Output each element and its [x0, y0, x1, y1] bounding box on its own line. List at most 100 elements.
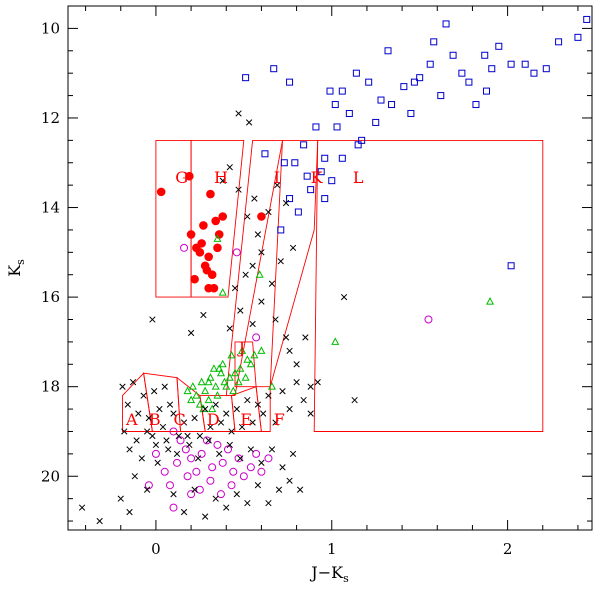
point-triangle-1 [255, 270, 264, 278]
point-square-5 [442, 20, 450, 28]
point-cross-106 [351, 396, 358, 404]
region-label-g: G [175, 168, 188, 187]
point-square-26 [338, 154, 346, 162]
point-cross-6 [143, 486, 151, 493]
point-circle-31 [169, 503, 178, 512]
point-cross-0 [78, 504, 86, 511]
point-square-28 [307, 186, 315, 194]
point-triangle-37 [257, 346, 266, 354]
region-box-h [190, 139, 245, 298]
point-square-4 [481, 51, 489, 59]
point-cross-72 [254, 482, 262, 489]
point-dot-17 [202, 265, 212, 275]
point-circle-27 [206, 476, 215, 485]
y-axis-title: Ks [5, 259, 27, 277]
point-cross-2 [117, 495, 124, 502]
point-cross-39 [135, 410, 142, 417]
point-square-50 [465, 78, 473, 86]
point-cross-38 [129, 379, 137, 386]
point-cross-64 [170, 491, 177, 498]
point-cross-16 [196, 432, 204, 440]
y-tick-label: 18 [41, 378, 60, 396]
point-square-11 [286, 78, 294, 86]
point-cross-97 [265, 208, 272, 216]
point-dot-5 [211, 216, 221, 226]
point-cross-22 [228, 428, 235, 435]
region-box-j [234, 341, 257, 388]
point-circle-23 [165, 481, 174, 490]
point-square-29 [294, 208, 302, 216]
point-cross-29 [265, 392, 272, 399]
point-square-18 [507, 60, 515, 68]
point-cross-68 [212, 495, 219, 502]
point-cross-79 [200, 311, 207, 319]
point-cross-105 [340, 293, 348, 301]
point-triangle-36 [215, 364, 224, 372]
point-cross-81 [237, 307, 244, 314]
point-cross-48 [133, 437, 140, 444]
point-circle-21 [264, 454, 273, 463]
point-square-13 [388, 101, 396, 109]
point-triangle-31 [238, 346, 247, 354]
scatter-points [78, 15, 591, 525]
region-box-l [313, 139, 544, 432]
point-cross-57 [226, 441, 233, 449]
x-tick-label: 2 [503, 540, 513, 558]
point-circle-28 [216, 490, 225, 499]
point-triangle-13 [204, 377, 213, 386]
point-cross-36 [119, 383, 126, 390]
point-cross-9 [159, 423, 167, 431]
x-tick-label: 0 [151, 540, 161, 558]
plot-frame [67, 5, 593, 531]
point-cross-94 [235, 186, 242, 193]
point-circle-9 [197, 449, 206, 458]
point-cross-37 [124, 401, 131, 408]
point-circle-0 [180, 243, 189, 252]
point-dot-18 [213, 243, 222, 253]
point-triangle-30 [227, 350, 236, 359]
point-square-37 [345, 109, 353, 117]
point-triangle-23 [204, 395, 213, 404]
point-circle-7 [187, 454, 196, 463]
point-triangle-28 [209, 364, 218, 372]
point-circle-4 [169, 427, 178, 436]
point-cross-27 [254, 401, 262, 408]
point-cross-93 [226, 164, 233, 171]
point-square-6 [430, 38, 438, 46]
point-dot-3 [199, 221, 208, 230]
region-label-e: E [240, 410, 252, 429]
point-triangle-16 [220, 377, 229, 386]
region-label-k: K [311, 168, 324, 187]
point-triangle-11 [201, 386, 210, 395]
region-label-b: B [149, 410, 161, 429]
point-cross-17 [202, 405, 209, 413]
point-cross-69 [223, 504, 230, 511]
point-square-44 [365, 78, 373, 86]
point-cross-19 [212, 401, 219, 408]
point-cross-53 [184, 432, 191, 440]
point-cross-107 [235, 110, 242, 117]
point-cross-3 [126, 508, 133, 516]
point-square-38 [291, 159, 299, 167]
point-square-32 [303, 172, 311, 180]
point-cross-108 [245, 119, 253, 126]
point-dot-19 [257, 212, 266, 221]
point-circle-8 [192, 467, 201, 476]
point-square-21 [507, 262, 515, 270]
point-cross-84 [272, 316, 279, 323]
point-square-24 [372, 118, 380, 126]
point-square-31 [277, 226, 285, 234]
point-triangle-21 [246, 359, 255, 368]
point-cross-70 [233, 491, 240, 498]
point-dot-4 [206, 189, 215, 199]
region-label-f: F [274, 410, 285, 429]
point-cross-50 [152, 441, 160, 449]
point-cross-67 [202, 513, 209, 520]
point-cross-56 [216, 450, 223, 458]
point-square-1 [574, 33, 582, 41]
point-square-17 [488, 65, 496, 73]
point-square-49 [449, 51, 457, 59]
point-circle-17 [239, 472, 248, 481]
point-triangle-17 [225, 373, 234, 381]
point-cross-40 [140, 392, 147, 399]
